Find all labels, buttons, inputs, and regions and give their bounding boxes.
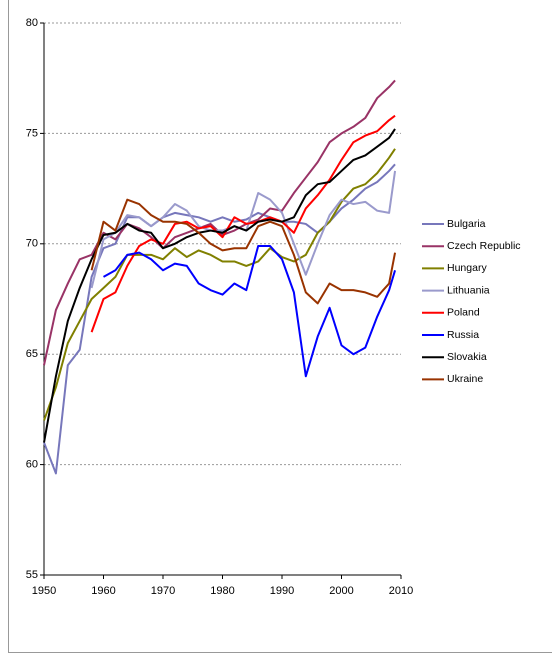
legend-label: Hungary (447, 262, 487, 274)
series-line (43, 128, 396, 443)
series-line (43, 148, 396, 421)
x-tick-label: 1960 (91, 585, 115, 597)
series-line (103, 245, 397, 378)
y-tick-label: 60 (26, 459, 38, 471)
series-line (43, 163, 396, 475)
legend-label: Russia (447, 329, 479, 341)
legend-label: Lithuania (447, 284, 490, 296)
legend-label: Bulgaria (447, 218, 486, 230)
series-line (90, 114, 396, 333)
legend-label: Ukraine (447, 373, 483, 385)
series-line (43, 79, 396, 366)
legend-label: Slovakia (447, 351, 487, 363)
y-tick-label: 80 (26, 17, 38, 29)
y-tick-label: 65 (26, 348, 38, 360)
x-tick-label: 1990 (270, 585, 294, 597)
series-line (90, 198, 397, 305)
y-tick-label: 70 (26, 238, 38, 250)
y-tick-label: 55 (26, 569, 38, 581)
y-tick-label: 75 (26, 127, 38, 139)
x-tick-label: 2000 (329, 585, 353, 597)
x-tick-label: 2010 (389, 585, 413, 597)
x-tick-label: 1980 (210, 585, 234, 597)
legend-label: Poland (447, 307, 480, 319)
legend-label: Czech Republic (447, 240, 521, 252)
x-tick-label: 1970 (151, 585, 175, 597)
x-tick-label: 1950 (32, 585, 56, 597)
